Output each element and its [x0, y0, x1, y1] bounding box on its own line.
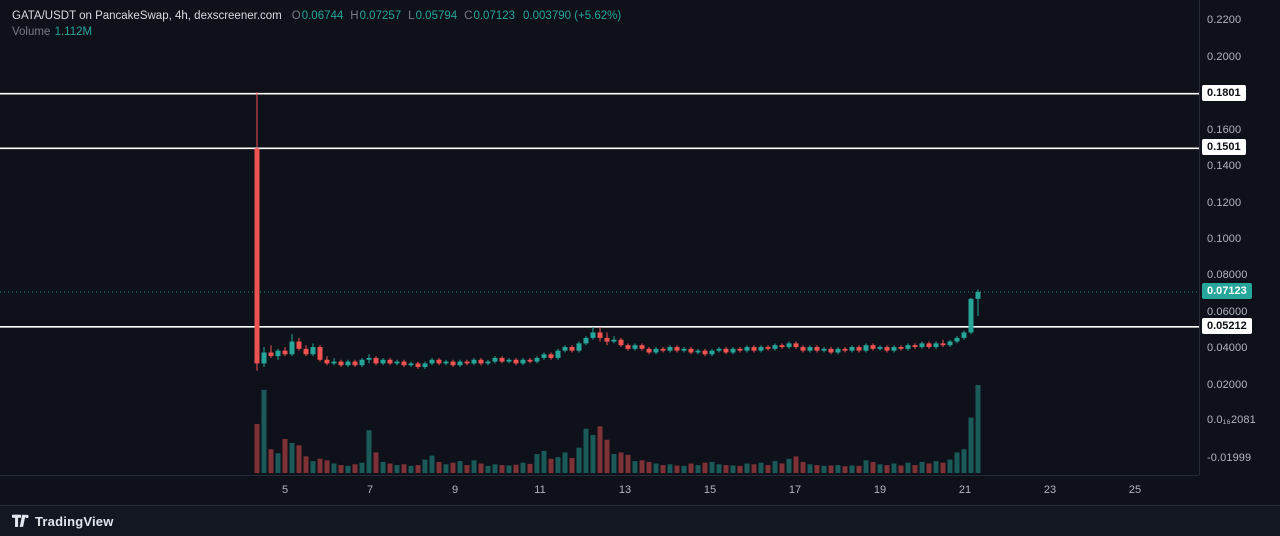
ohlc-key: O [291, 10, 301, 22]
ohlc-key: L [408, 10, 415, 22]
price-axis-label: 0.2200 [1207, 14, 1242, 27]
time-axis-label: 23 [1043, 484, 1057, 496]
tradingview-logo-link[interactable]: TradingView [12, 514, 114, 529]
time-axis-label: 13 [618, 484, 632, 496]
symbol-title[interactable]: GATA/USDT on PancakeSwap, 4h, dexscreene… [12, 10, 282, 22]
price-axis-label: 0.1400 [1207, 160, 1242, 173]
time-axis-label: 21 [958, 484, 972, 496]
price-axis-label: 0.1600 [1207, 123, 1242, 136]
time-axis-label: 11 [534, 484, 546, 496]
price-axis[interactable]: 0.2200 0.2000 0.1600 0.1400 0.1200 0.1000 0.08… [1199, 0, 1280, 475]
chart-legend: GATA/USDT on PancakeSwap, 4h, dexscreene… [12, 8, 621, 40]
ohlc-key: C [464, 10, 473, 22]
tradingview-wordmark: TradingView [35, 513, 114, 529]
volume-value: 1.112M [54, 26, 93, 38]
price-axis-label: 0.04000 [1207, 342, 1248, 355]
price-axis-label: 0.1200 [1207, 196, 1242, 209]
price-level-label-box: 0.05212 [1202, 317, 1252, 334]
time-axis-label: 17 [788, 484, 802, 496]
tradingview-logo-icon [12, 514, 29, 527]
time-axis-label: 25 [1128, 484, 1142, 496]
time-axis-label: 15 [703, 484, 717, 496]
change-value: 0.003790 (+5.62%) [523, 10, 622, 22]
ohlc-key: H [350, 10, 359, 22]
legend-row-symbol: GATA/USDT on PancakeSwap, 4h, dexscreene… [12, 8, 621, 24]
time-axis-label: 7 [366, 484, 374, 496]
time-axis[interactable]: 5 7 9 11 13 15 17 19 21 23 25 [0, 475, 1199, 506]
ohlc-value: 0.07123 [473, 10, 516, 22]
price-axis-label: -0.01999 [1207, 451, 1252, 464]
ohlc-value: 0.06744 [301, 10, 344, 22]
current-price-label-box: 0.07123 [1202, 282, 1252, 299]
candlestick-plot[interactable] [0, 0, 1199, 475]
legend-row-volume: Volume 1.112M [12, 24, 621, 40]
ohlc-value: 0.07257 [359, 10, 402, 22]
price-level-label-box: 0.1801 [1202, 84, 1246, 101]
ohlc-readout: O0.06744 H0.07257 L0.05794 C0.07123 0.003790… [292, 10, 621, 22]
price-axis-label: 0.06000 [1207, 305, 1248, 318]
footer-bar: TradingView [0, 505, 1280, 536]
price-level-label-box: 0.1501 [1202, 139, 1246, 156]
time-axis-label: 5 [281, 484, 289, 496]
price-axis-label: 0.1000 [1207, 233, 1242, 246]
time-axis-label: 19 [873, 484, 887, 496]
price-axis-label: 0.2000 [1207, 50, 1242, 63]
volume-label: Volume [12, 26, 51, 38]
price-axis-label: 0.02000 [1207, 378, 1248, 391]
price-axis-label: 0.0₁₆2081 [1207, 414, 1256, 427]
time-axis-label: 9 [451, 484, 459, 496]
ohlc-value: 0.05794 [415, 10, 458, 22]
price-axis-label: 0.08000 [1207, 269, 1248, 282]
